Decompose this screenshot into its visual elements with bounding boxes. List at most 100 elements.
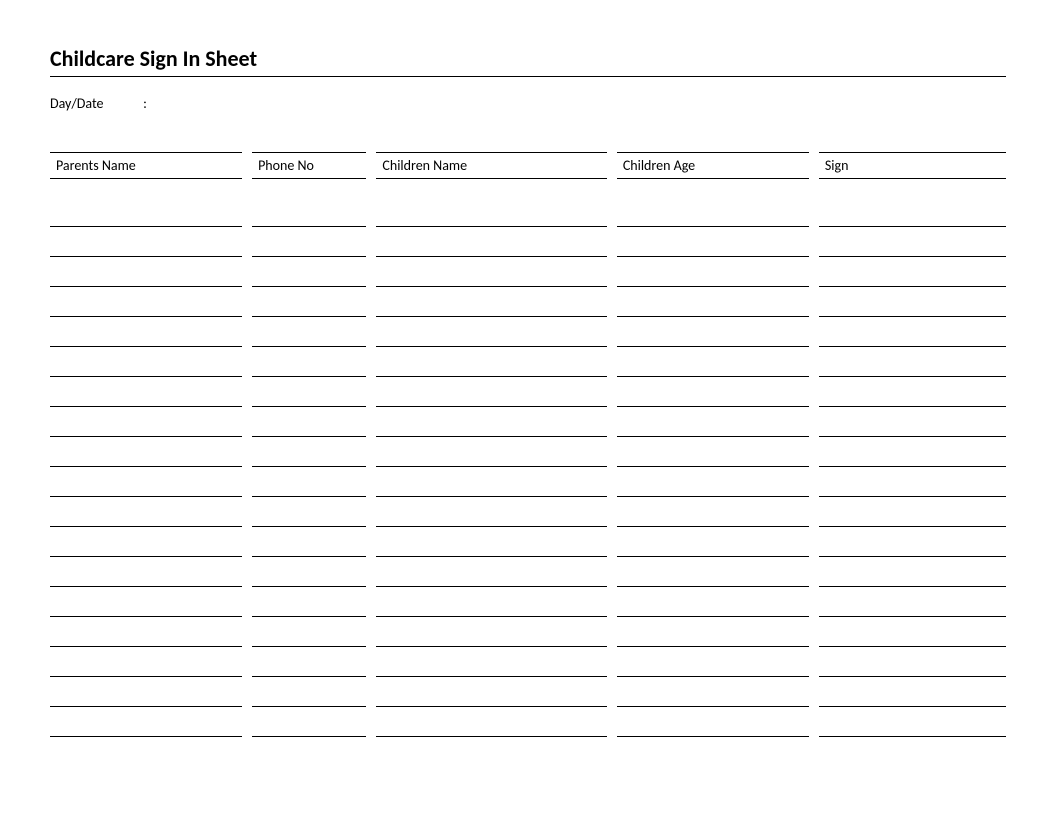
- table-cell-children[interactable]: [376, 629, 606, 647]
- table-cell-age[interactable]: [617, 689, 809, 707]
- table-cell-sign[interactable]: [819, 629, 1006, 647]
- table-cell-children[interactable]: [376, 209, 606, 227]
- table-cell-parents[interactable]: [50, 239, 242, 257]
- table-cell-age[interactable]: [617, 539, 809, 557]
- table-cell-age[interactable]: [617, 269, 809, 287]
- table-cell-children[interactable]: [376, 269, 606, 287]
- table-cell-children[interactable]: [376, 539, 606, 557]
- table-cell-sign[interactable]: [819, 269, 1006, 287]
- table-cell-phone[interactable]: [252, 359, 366, 377]
- table-cell-age[interactable]: [617, 659, 809, 677]
- table-row: [50, 719, 1006, 737]
- table-cell-children[interactable]: [376, 419, 606, 437]
- table-row: [50, 629, 1006, 647]
- table-cell-parents[interactable]: [50, 509, 242, 527]
- table-cell-parents[interactable]: [50, 269, 242, 287]
- table-cell-parents[interactable]: [50, 659, 242, 677]
- table-cell-phone[interactable]: [252, 659, 366, 677]
- table-cell-sign[interactable]: [819, 719, 1006, 737]
- table-cell-age[interactable]: [617, 569, 809, 587]
- table-cell-sign[interactable]: [819, 389, 1006, 407]
- table-cell-age[interactable]: [617, 419, 809, 437]
- table-cell-children[interactable]: [376, 389, 606, 407]
- table-cell-children[interactable]: [376, 569, 606, 587]
- table-cell-phone[interactable]: [252, 479, 366, 497]
- table-cell-parents[interactable]: [50, 479, 242, 497]
- table-row: [50, 509, 1006, 527]
- table-cell-phone[interactable]: [252, 269, 366, 287]
- date-row: Day/Date :: [50, 95, 1006, 112]
- table-cell-sign[interactable]: [819, 539, 1006, 557]
- table-cell-sign[interactable]: [819, 419, 1006, 437]
- table-cell-children[interactable]: [376, 449, 606, 467]
- table-cell-sign[interactable]: [819, 509, 1006, 527]
- table-cell-age[interactable]: [617, 449, 809, 467]
- table-cell-children[interactable]: [376, 509, 606, 527]
- table-cell-children[interactable]: [376, 299, 606, 317]
- table-cell-parents[interactable]: [50, 449, 242, 467]
- table-cell-parents[interactable]: [50, 419, 242, 437]
- table-cell-parents[interactable]: [50, 599, 242, 617]
- table-cell-children[interactable]: [376, 599, 606, 617]
- table-cell-children[interactable]: [376, 329, 606, 347]
- table-cell-phone[interactable]: [252, 719, 366, 737]
- table-cell-children[interactable]: [376, 479, 606, 497]
- table-cell-phone[interactable]: [252, 329, 366, 347]
- table-cell-phone[interactable]: [252, 419, 366, 437]
- table-cell-parents[interactable]: [50, 719, 242, 737]
- table-row: [50, 569, 1006, 587]
- table-cell-sign[interactable]: [819, 599, 1006, 617]
- table-cell-age[interactable]: [617, 719, 809, 737]
- table-cell-sign[interactable]: [819, 359, 1006, 377]
- table-row: [50, 689, 1006, 707]
- table-cell-parents[interactable]: [50, 329, 242, 347]
- table-cell-sign[interactable]: [819, 209, 1006, 227]
- table-cell-age[interactable]: [617, 239, 809, 257]
- table-cell-phone[interactable]: [252, 299, 366, 317]
- table-cell-age[interactable]: [617, 509, 809, 527]
- table-row: [50, 599, 1006, 617]
- table-cell-phone[interactable]: [252, 599, 366, 617]
- table-cell-age[interactable]: [617, 299, 809, 317]
- table-cell-sign[interactable]: [819, 449, 1006, 467]
- table-cell-sign[interactable]: [819, 299, 1006, 317]
- table-cell-parents[interactable]: [50, 209, 242, 227]
- table-cell-sign[interactable]: [819, 689, 1006, 707]
- table-cell-children[interactable]: [376, 659, 606, 677]
- table-cell-parents[interactable]: [50, 539, 242, 557]
- table-cell-children[interactable]: [376, 239, 606, 257]
- table-cell-parents[interactable]: [50, 689, 242, 707]
- table-cell-age[interactable]: [617, 329, 809, 347]
- table-cell-phone[interactable]: [252, 539, 366, 557]
- table-cell-sign[interactable]: [819, 659, 1006, 677]
- table-cell-age[interactable]: [617, 629, 809, 647]
- table-cell-phone[interactable]: [252, 389, 366, 407]
- table-cell-children[interactable]: [376, 719, 606, 737]
- table-cell-phone[interactable]: [252, 629, 366, 647]
- table-cell-phone[interactable]: [252, 569, 366, 587]
- table-cell-phone[interactable]: [252, 449, 366, 467]
- table-row: [50, 389, 1006, 407]
- table-cell-age[interactable]: [617, 599, 809, 617]
- table-cell-phone[interactable]: [252, 689, 366, 707]
- table-cell-sign[interactable]: [819, 239, 1006, 257]
- table-cell-parents[interactable]: [50, 629, 242, 647]
- table-cell-phone[interactable]: [252, 509, 366, 527]
- table-cell-parents[interactable]: [50, 359, 242, 377]
- table-cell-parents[interactable]: [50, 299, 242, 317]
- table-cell-age[interactable]: [617, 479, 809, 497]
- table-cell-age[interactable]: [617, 209, 809, 227]
- table-cell-phone[interactable]: [252, 239, 366, 257]
- column-header-sign: Sign: [819, 152, 1006, 179]
- table-cell-sign[interactable]: [819, 329, 1006, 347]
- table-cell-parents[interactable]: [50, 569, 242, 587]
- table-cell-sign[interactable]: [819, 479, 1006, 497]
- date-label: Day/Date: [50, 95, 140, 112]
- table-cell-age[interactable]: [617, 389, 809, 407]
- table-cell-sign[interactable]: [819, 569, 1006, 587]
- table-cell-age[interactable]: [617, 359, 809, 377]
- table-cell-parents[interactable]: [50, 389, 242, 407]
- table-cell-phone[interactable]: [252, 209, 366, 227]
- table-cell-children[interactable]: [376, 359, 606, 377]
- table-cell-children[interactable]: [376, 689, 606, 707]
